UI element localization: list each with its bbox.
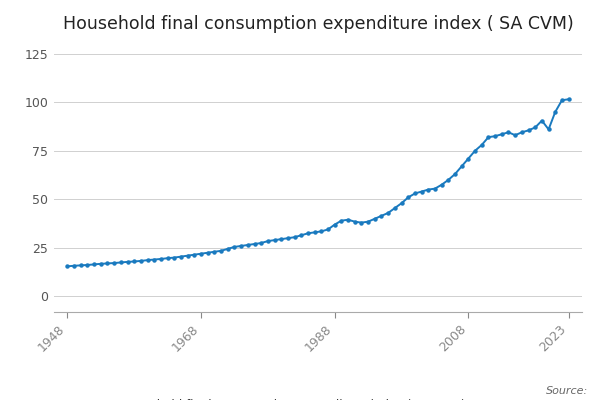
Household final consumption expenditure index ( SA CVM) xyxy=(238,244,245,248)
Title: Household final consumption expenditure index ( SA CVM): Household final consumption expenditure … xyxy=(62,15,574,33)
Household final consumption expenditure index ( SA CVM) xyxy=(110,261,118,266)
Household final consumption expenditure index ( SA CVM) xyxy=(465,156,472,161)
Household final consumption expenditure index ( SA CVM) xyxy=(398,201,405,206)
Household final consumption expenditure index ( SA CVM) xyxy=(565,97,572,102)
Household final consumption expenditure index ( SA CVM) xyxy=(385,210,392,215)
Household final consumption expenditure index ( SA CVM) xyxy=(64,264,71,269)
Legend: Household final consumption expenditure index ( SA CVM): Household final consumption expenditure … xyxy=(82,394,470,400)
Line: Household final consumption expenditure index ( SA CVM): Household final consumption expenditure … xyxy=(66,98,570,268)
Text: Source:: Source: xyxy=(546,386,588,396)
Household final consumption expenditure index ( SA CVM) xyxy=(325,227,332,232)
